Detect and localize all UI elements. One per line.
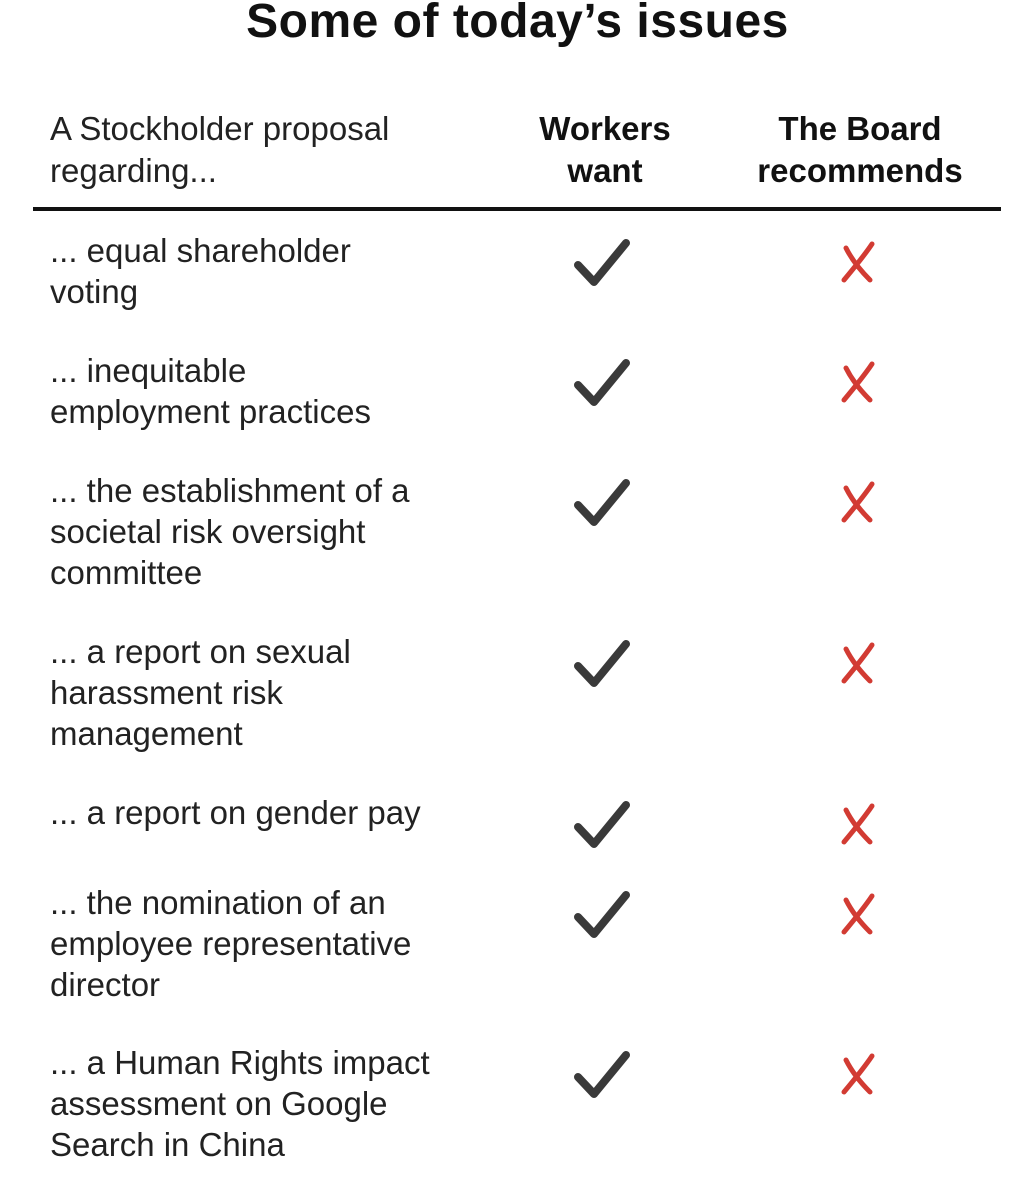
- check-mark-icon: [574, 479, 630, 526]
- cross-mark-icon: [841, 241, 875, 283]
- board-header-line-2: recommends: [757, 152, 963, 189]
- proposal-text-line: ... a Human Rights impact: [50, 1044, 430, 1081]
- cross-mark-icon: [841, 361, 875, 403]
- proposal-text-line: ... inequitable: [50, 352, 247, 389]
- proposal-text-line: director: [50, 966, 161, 1003]
- proposal-text-line: assessment on Google: [50, 1085, 388, 1122]
- proposal-text-line: committee: [50, 554, 203, 591]
- proposal-text: ... the nomination of an employee represe…: [50, 882, 490, 1005]
- proposal-text-line: societal risk oversight: [50, 513, 366, 550]
- table-header: A Stockholder proposal regarding... Work…: [0, 108, 1035, 208]
- board-column-header: The Board recommends: [730, 108, 990, 192]
- header-divider: [33, 207, 1001, 211]
- cross-mark-icon: [841, 1053, 875, 1095]
- proposal-text: ... a Human Rights impact assessment on G…: [50, 1042, 490, 1165]
- page-title: Some of today’s issues: [246, 0, 789, 48]
- proposal-text: ... a report on sexual harassment risk man…: [50, 631, 490, 754]
- cross-mark-icon: [841, 803, 875, 845]
- check-mark-icon: [574, 640, 630, 687]
- proposal-text-line: harassment risk: [50, 674, 283, 711]
- proposal-text-line: employment practices: [50, 393, 371, 430]
- proposal-header-line-2: regarding...: [50, 152, 217, 189]
- board-header-line-1: The Board: [778, 110, 942, 147]
- proposal-text: ... a report on gender pay: [50, 792, 490, 833]
- proposal-text-line: ... the establishment of a: [50, 472, 410, 509]
- proposal-text-line: Search in China: [50, 1126, 285, 1163]
- workers-header-line-2: want: [567, 152, 643, 189]
- cross-mark-icon: [841, 893, 875, 935]
- proposal-text-line: ... equal shareholder: [50, 232, 351, 269]
- proposal-text-line: ... the nomination of an: [50, 884, 386, 921]
- cross-mark-icon: [841, 642, 875, 684]
- workers-column-header: Workers want: [505, 108, 705, 192]
- proposal-text-line: employee representative: [50, 925, 412, 962]
- proposal-text: ... inequitable employment practices: [50, 350, 490, 432]
- proposal-text-line: management: [50, 715, 243, 752]
- proposal-header-line-1: A Stockholder proposal: [50, 110, 390, 147]
- proposal-column-header: A Stockholder proposal regarding...: [50, 108, 470, 192]
- cross-mark-icon: [841, 481, 875, 523]
- workers-header-line-1: Workers: [539, 110, 671, 147]
- proposal-text-line: ... a report on sexual: [50, 633, 351, 670]
- check-mark-icon: [574, 891, 630, 938]
- proposal-text-line: voting: [50, 273, 139, 310]
- proposal-text: ... the establishment of a societal risk …: [50, 470, 490, 593]
- check-mark-icon: [574, 801, 630, 848]
- proposal-text-line: ... a report on gender pay: [50, 794, 421, 831]
- check-mark-icon: [574, 1051, 630, 1098]
- proposal-text: ... equal shareholder voting: [50, 230, 490, 312]
- check-mark-icon: [574, 359, 630, 406]
- check-mark-icon: [574, 239, 630, 286]
